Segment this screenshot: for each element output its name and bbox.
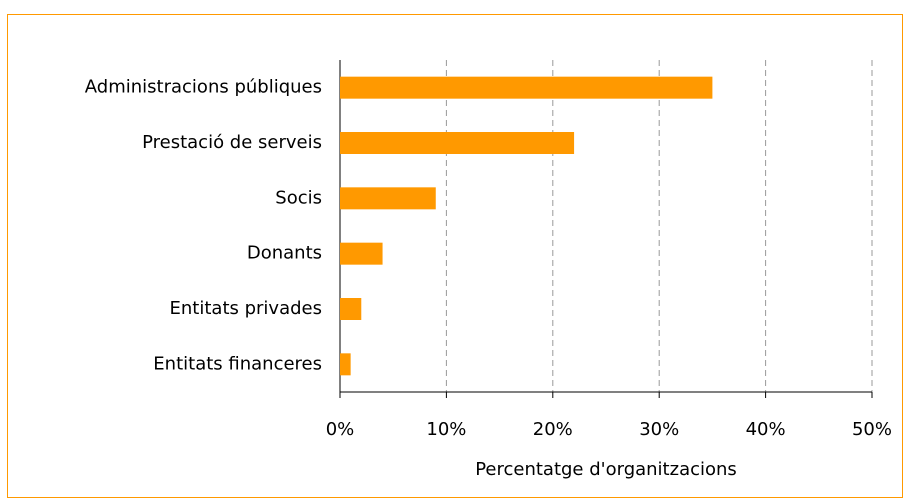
bar — [340, 187, 436, 210]
x-tick-label: 30% — [639, 419, 679, 440]
x-tick-label: 0% — [326, 419, 355, 440]
y-tick-label: Administracions públiques — [85, 77, 322, 98]
bar — [340, 76, 713, 99]
y-tick-label: Socis — [275, 187, 322, 208]
y-tick-label: Entitats financeres — [153, 353, 322, 374]
y-tick-label: Entitats privades — [170, 298, 322, 319]
y-tick-label: Prestació de serveis — [142, 132, 322, 153]
y-tick-label: Donants — [247, 243, 322, 264]
x-tick-label: 10% — [426, 419, 466, 440]
bar — [340, 298, 362, 320]
x-tick-label: 20% — [533, 419, 573, 440]
x-tick-label: 40% — [746, 419, 786, 440]
x-axis-title: Percentatge d'organitzacions — [475, 459, 737, 480]
bar — [340, 132, 575, 154]
bar — [340, 353, 351, 376]
x-tick-label: 50% — [852, 419, 892, 440]
bar — [340, 242, 383, 265]
